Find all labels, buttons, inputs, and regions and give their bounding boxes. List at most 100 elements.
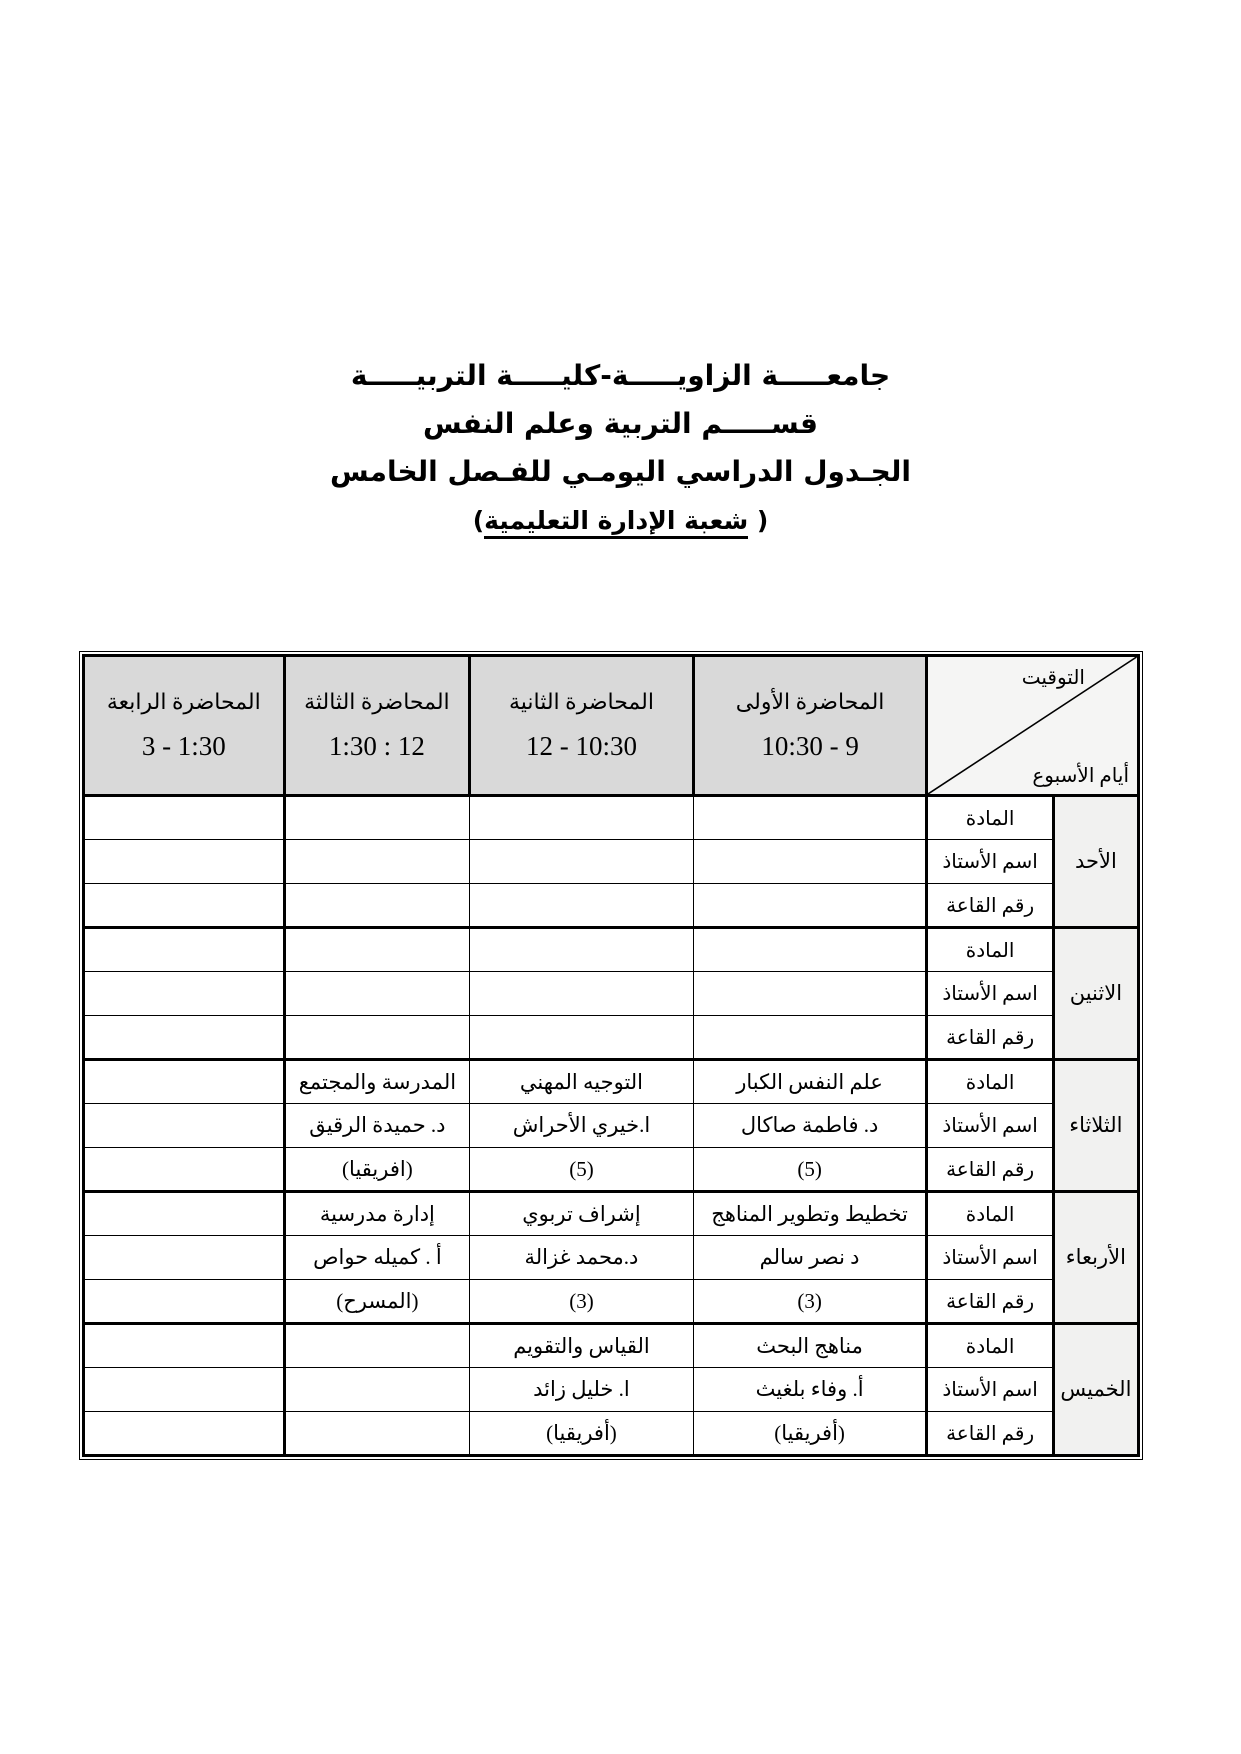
cell-room: [83, 1147, 285, 1192]
cell-subject: [83, 1190, 285, 1236]
day-cell-monday: الاثنين: [1051, 926, 1141, 1061]
row-label-teacher: اسم الأستاذ: [925, 971, 1055, 1016]
corner-cell: التوقيت أيام الأسبوع: [925, 654, 1140, 797]
lecture-4-time: 3 - 1:30: [141, 731, 226, 761]
cell-subject: [282, 926, 471, 972]
cell-room: [83, 1279, 285, 1324]
cell-subject: [692, 926, 928, 972]
cell-subject: [692, 794, 928, 840]
cell-teacher: أ. وفاء بلغيث: [692, 1367, 928, 1412]
row-label-teacher: اسم الأستاذ: [925, 1235, 1055, 1280]
row-label-teacher: اسم الأستاذ: [925, 1103, 1055, 1148]
cell-room: (3): [692, 1279, 928, 1324]
row-label-room: رقم القاعة: [925, 1015, 1055, 1060]
row-label-teacher: اسم الأستاذ: [925, 839, 1055, 884]
division-underlined-text: شعبة الإدارة التعليمية: [484, 506, 749, 539]
day-cell-sunday: الأحد: [1051, 794, 1141, 929]
cell-teacher: ا.خيري الأحراش: [469, 1103, 694, 1148]
cell-subject: [83, 926, 285, 972]
cell-subject: علم النفس الكبار: [692, 1058, 928, 1104]
schedule-table: التوقيت أيام الأسبوع المحاضرة الأولى 10:…: [82, 654, 1141, 1457]
cell-subject: [469, 794, 694, 840]
cell-subject: القياس والتقويم: [469, 1322, 694, 1368]
title-block: جامعـــــة الزاويـــــة-كليـــــة التربي…: [0, 352, 1241, 544]
cell-teacher: [83, 839, 285, 884]
cell-teacher: [83, 1367, 285, 1412]
cell-teacher: [282, 971, 471, 1016]
cell-room: [469, 1015, 694, 1060]
title-division: ( شعبة الإدارة التعليمية): [0, 498, 1241, 544]
cell-subject: [83, 1322, 285, 1368]
lecture-2-name: المحاضرة الثانية: [508, 689, 654, 714]
division-open-paren: (: [748, 506, 769, 535]
cell-room: (3): [469, 1279, 694, 1324]
cell-subject: تخطيط وتطوير المناهج: [692, 1190, 928, 1236]
cell-room: [83, 883, 285, 928]
row-label-subject: المادة: [925, 1190, 1055, 1236]
cell-subject: [282, 1322, 471, 1368]
cell-subject: إشراف تربوي: [469, 1190, 694, 1236]
cell-teacher: [83, 1103, 285, 1148]
division-close-paren: ): [472, 506, 485, 535]
lecture-4-name: المحاضرة الرابعة: [106, 689, 261, 714]
row-label-room: رقم القاعة: [925, 1147, 1055, 1192]
title-schedule: الجـدول الدراسي اليومـي للفـصل الخامس: [330, 455, 911, 488]
cell-room: [83, 1015, 285, 1060]
cell-room: (المسرح): [282, 1279, 471, 1324]
cell-room: [282, 1411, 471, 1456]
title-department: قســـــم التربية وعلم النفس: [423, 407, 818, 440]
cell-subject: [83, 1058, 285, 1104]
cell-teacher: [692, 839, 928, 884]
header-lecture-3: المحاضرة الثالثة 1:30 : 12: [282, 654, 472, 797]
header-lecture-1: المحاضرة الأولى 10:30 - 9: [691, 654, 929, 797]
row-label-room: رقم القاعة: [925, 1279, 1055, 1324]
row-label-teacher: اسم الأستاذ: [925, 1367, 1055, 1412]
cell-room: [83, 1411, 285, 1456]
lecture-3-time: 1:30 : 12: [328, 731, 425, 761]
day-cell-tuesday: الثلاثاء: [1051, 1058, 1141, 1193]
cell-teacher: أ . كميله حواص: [282, 1235, 471, 1280]
header-lecture-2: المحاضرة الثانية 12 - 10:30: [468, 654, 695, 797]
cell-room: (افريقيا): [282, 1147, 471, 1192]
row-label-room: رقم القاعة: [925, 1411, 1055, 1456]
cell-room: (5): [692, 1147, 928, 1192]
cell-teacher: د نصر سالم: [692, 1235, 928, 1280]
day-cell-thursday: الخميس: [1051, 1322, 1141, 1457]
cell-subject: [282, 794, 471, 840]
cell-room: (أفريقيا): [469, 1411, 694, 1456]
row-label-subject: المادة: [925, 926, 1055, 972]
cell-teacher: [83, 1235, 285, 1280]
row-label-subject: المادة: [925, 1058, 1055, 1104]
row-label-room: رقم القاعة: [925, 883, 1055, 928]
cell-teacher: ا. خليل زائد: [469, 1367, 694, 1412]
row-label-subject: المادة: [925, 794, 1055, 840]
lecture-1-name: المحاضرة الأولى: [735, 689, 885, 714]
cell-room: [469, 883, 694, 928]
schedule-table-frame: التوقيت أيام الأسبوع المحاضرة الأولى 10:…: [79, 651, 1143, 1460]
lecture-3-name: المحاضرة الثالثة: [304, 689, 450, 714]
cell-room: [282, 883, 471, 928]
cell-subject: المدرسة والمجتمع: [282, 1058, 471, 1104]
cell-subject: [469, 926, 694, 972]
cell-room: [692, 1015, 928, 1060]
day-cell-wednesday: الأربعاء: [1051, 1190, 1141, 1325]
header-lecture-4: المحاضرة الرابعة 3 - 1:30: [82, 654, 286, 797]
cell-teacher: د. حميدة الرقيق: [282, 1103, 471, 1148]
cell-teacher: [469, 839, 694, 884]
cell-room: (5): [469, 1147, 694, 1192]
title-university: جامعـــــة الزاويـــــة-كليـــــة التربي…: [350, 359, 891, 392]
cell-teacher: [469, 971, 694, 1016]
cell-subject: التوجيه المهني: [469, 1058, 694, 1104]
cell-teacher: [282, 1367, 471, 1412]
cell-room: (أفريقيا): [692, 1411, 928, 1456]
cell-teacher: [282, 839, 471, 884]
cell-teacher: [692, 971, 928, 1016]
cell-room: [282, 1015, 471, 1060]
cell-subject: إدارة مدرسية: [282, 1190, 471, 1236]
cell-teacher: [83, 971, 285, 1016]
diagonal-divider-line: [929, 658, 1136, 793]
corner-timing-label: التوقيت: [1021, 667, 1085, 689]
cell-teacher: د. فاطمة صاكال: [692, 1103, 928, 1148]
cell-room: [692, 883, 928, 928]
